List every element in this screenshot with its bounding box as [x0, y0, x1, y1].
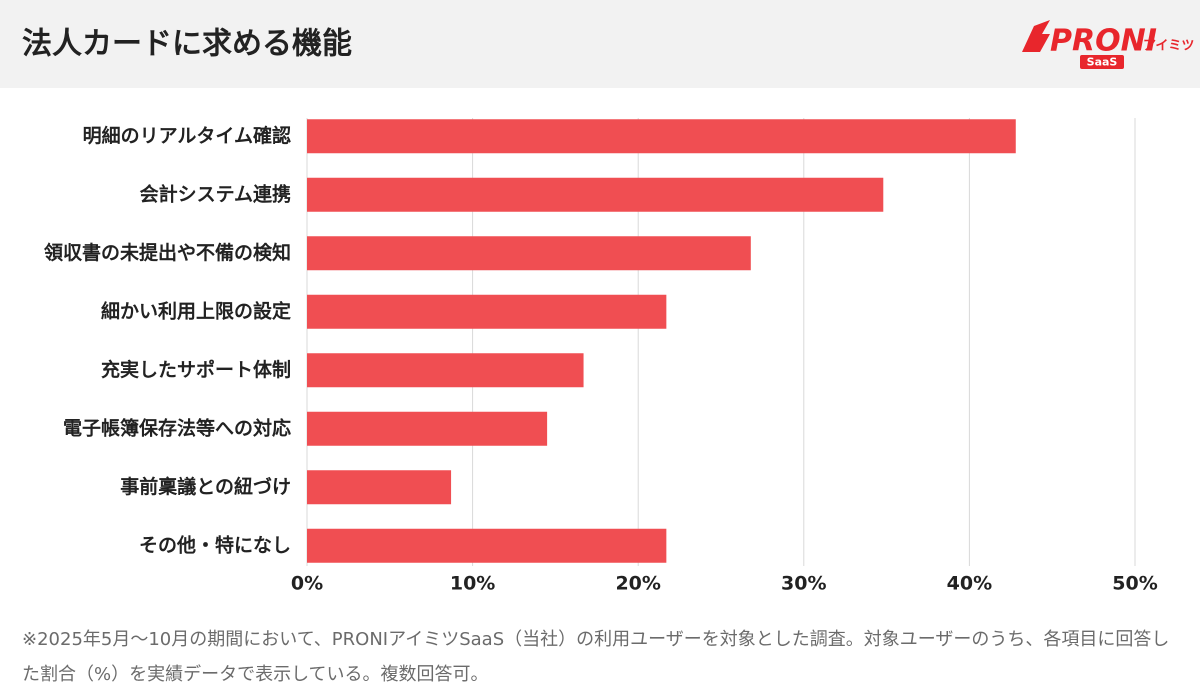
y-tick-label: 細かい利用上限の設定	[101, 299, 291, 322]
bar	[307, 177, 884, 212]
y-tick-label: 会計システム連携	[140, 182, 291, 205]
bar	[307, 236, 751, 271]
bar	[307, 119, 1016, 154]
logo-tag-bg	[1080, 55, 1124, 69]
chart-title: 法人カードに求める機能	[22, 27, 352, 62]
logo-icon	[1022, 20, 1050, 52]
y-tick-label: 電子帳簿保存法等への対応	[63, 416, 291, 439]
bar	[307, 353, 584, 388]
x-tick-label: 0%	[291, 573, 323, 595]
y-tick-label: 充実したサポート体制	[101, 358, 291, 381]
bar	[307, 411, 548, 446]
bar	[307, 528, 667, 563]
header-band	[0, 0, 1200, 88]
bar	[307, 470, 452, 505]
bar	[307, 294, 667, 329]
x-tick-label: 10%	[450, 573, 495, 595]
x-tick-label: 20%	[615, 573, 660, 595]
y-tick-label: その他・特になし	[139, 533, 291, 556]
logo-name: PRONI	[1050, 24, 1157, 59]
y-tick-label: 領収書の未提出や不備の検知	[44, 241, 291, 264]
logo: PRONI アイミツ SaaS	[1022, 20, 1194, 69]
logo-sub: アイミツ	[1143, 39, 1194, 54]
logo-tag: SaaS	[1087, 56, 1118, 69]
x-tick-label: 40%	[947, 573, 992, 595]
y-tick-label: 明細のリアルタイム確認	[83, 124, 291, 147]
x-tick-label: 30%	[781, 573, 826, 595]
footnote: ※2025年5月〜10月の期間において、PRONIアイミツSaaS（当社）の利用…	[22, 629, 1170, 685]
x-tick-label: 50%	[1112, 573, 1157, 595]
y-tick-label: 事前稟議との紐づけ	[120, 475, 291, 498]
